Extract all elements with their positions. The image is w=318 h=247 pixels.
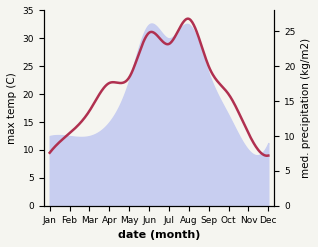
- Y-axis label: max temp (C): max temp (C): [7, 72, 17, 144]
- Y-axis label: med. precipitation (kg/m2): med. precipitation (kg/m2): [301, 38, 311, 178]
- X-axis label: date (month): date (month): [118, 230, 200, 240]
